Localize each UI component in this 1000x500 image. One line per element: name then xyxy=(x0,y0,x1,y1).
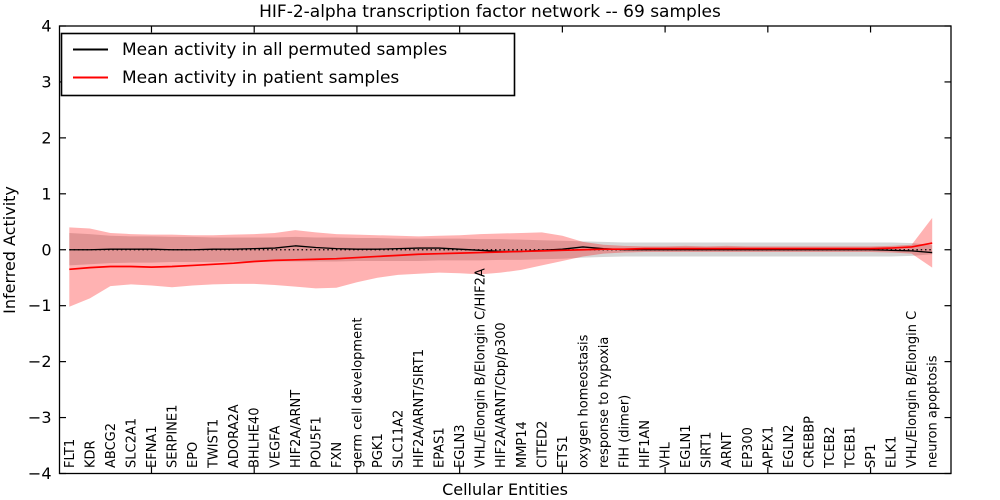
category-label: SP1 xyxy=(864,444,879,468)
category-label: SLC11A2 xyxy=(392,410,407,468)
category-label: EPO xyxy=(186,442,201,468)
category-label: SLC2A1 xyxy=(124,418,139,468)
y-tick-label: 2 xyxy=(41,128,51,147)
y-tick-label: −2 xyxy=(28,352,52,371)
category-label: TCEB1 xyxy=(844,426,859,469)
category-label: APEX1 xyxy=(761,426,776,468)
category-label: VHL/Elongin B/Elongin C xyxy=(905,311,920,468)
category-label: ELK1 xyxy=(885,436,900,468)
category-label: EGLN1 xyxy=(679,424,694,468)
category-label: HIF1AN xyxy=(638,420,653,468)
category-label: SERPINE1 xyxy=(166,405,181,468)
category-label: neuron apoptosis xyxy=(926,355,941,468)
patient-mean-line xyxy=(69,242,933,271)
category-label: KDR xyxy=(83,440,98,468)
legend: Mean activity in all permuted samples Me… xyxy=(60,32,516,97)
category-label-layer: FLT1 KDR ABCG2 SLC2A1 EFNA1 SERPINE1 EPO TWIST1… xyxy=(63,268,941,469)
y-tick-label: 3 xyxy=(41,72,51,91)
category-label: HIF2A/ARNT/SIRT1 xyxy=(412,349,427,468)
band-layer xyxy=(69,217,933,307)
category-label: FIH (dimer) xyxy=(618,395,633,468)
category-label: HIF2A/ARNT xyxy=(289,390,304,468)
category-label: VHL xyxy=(659,441,674,468)
y-tick-label: 1 xyxy=(41,184,51,203)
category-label: FXN xyxy=(330,442,345,468)
category-label: EP300 xyxy=(741,427,756,468)
category-label: SIRT1 xyxy=(700,432,715,468)
category-label: EGLN3 xyxy=(453,424,468,468)
category-label: CITED2 xyxy=(535,421,550,468)
patient-samples-std-band xyxy=(69,217,933,307)
y-tick-label: −4 xyxy=(28,464,52,483)
category-label: EGLN2 xyxy=(782,424,797,468)
category-label: ETS1 xyxy=(556,435,571,468)
category-label: VEGFA xyxy=(268,426,283,468)
category-label: HIF2A/ARNT/Cbp/p300 xyxy=(494,322,509,468)
category-label: ABCG2 xyxy=(104,423,119,468)
category-label: VHL/Elongin B/Elongin C/HIF2A xyxy=(474,268,489,468)
chart-title: HIF-2-alpha transcription factor network… xyxy=(259,2,721,22)
category-label: TCEB2 xyxy=(823,426,838,469)
category-label: ARNT xyxy=(720,432,735,468)
category-label: BHLHE40 xyxy=(248,408,263,468)
category-label: ADORA2A xyxy=(227,404,242,468)
category-label: MMP14 xyxy=(515,421,530,468)
category-label: PGK1 xyxy=(371,433,386,468)
category-label: EFNA1 xyxy=(145,425,160,468)
x-axis-label: Cellular Entities xyxy=(442,480,568,499)
y-axis-label: Inferred Activity xyxy=(0,186,19,314)
category-label: TWIST1 xyxy=(207,419,222,469)
category-label: oxygen homeostasis xyxy=(576,334,591,468)
category-label: CREBBP xyxy=(802,416,817,468)
category-label: POU5F1 xyxy=(309,416,324,468)
y-tick-label: 4 xyxy=(41,17,51,36)
y-tick-label: −1 xyxy=(28,296,52,315)
legend-box xyxy=(60,32,516,97)
tick-layer: 4 3 2 1 0 −1 −2 −3 −4 xyxy=(28,17,951,483)
legend-label-permuted: Mean activity in all permuted samples xyxy=(122,40,447,60)
category-label: EPAS1 xyxy=(433,427,448,468)
y-tick-label: −3 xyxy=(28,408,52,427)
category-label: FLT1 xyxy=(63,439,78,468)
series-layer xyxy=(69,242,933,271)
category-label: germ cell development xyxy=(350,318,365,468)
legend-label-patient: Mean activity in patient samples xyxy=(122,68,399,88)
y-tick-label: 0 xyxy=(41,240,51,259)
category-label: response to hypoxia xyxy=(597,337,612,468)
